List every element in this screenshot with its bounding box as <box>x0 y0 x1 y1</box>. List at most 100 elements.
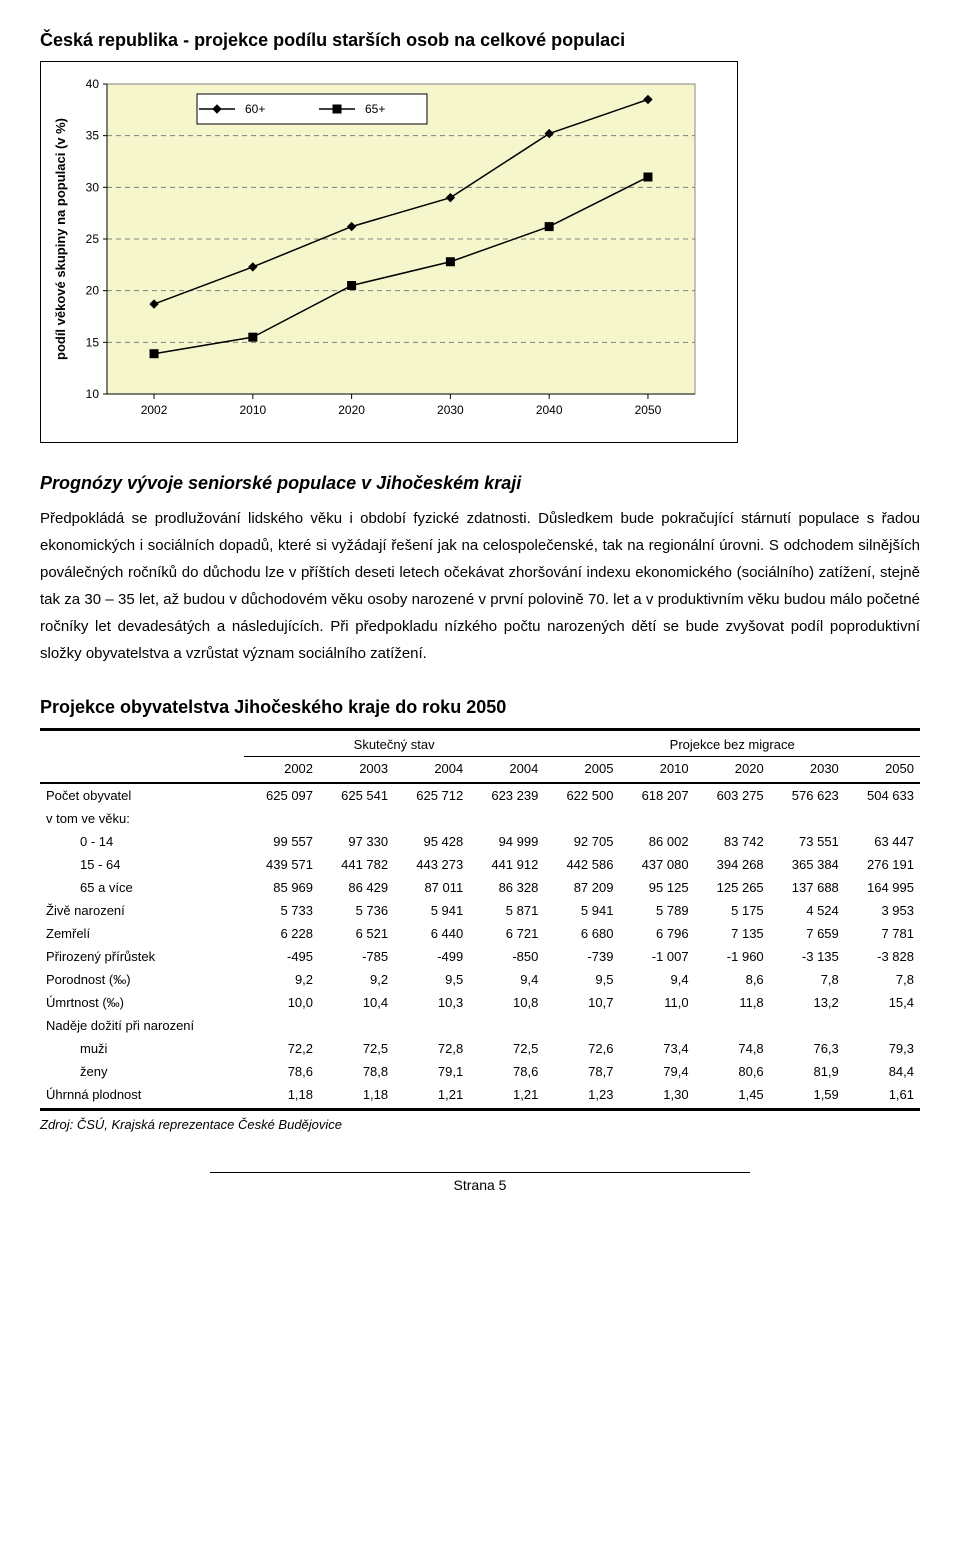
table-cell <box>695 807 770 830</box>
table-cell: 99 557 <box>244 830 319 853</box>
prose-paragraph-1: Předpokládá se prodlužování lidského věk… <box>40 505 920 667</box>
table-cell: 9,2 <box>319 968 394 991</box>
table-cell: 85 969 <box>244 876 319 899</box>
table-cell: 83 742 <box>695 830 770 853</box>
table-cell: 11,8 <box>695 991 770 1014</box>
table-cell: 13,2 <box>770 991 845 1014</box>
page-footer: Strana 5 <box>210 1172 750 1193</box>
table-cell: 78,7 <box>544 1060 619 1083</box>
table-cell: 1,23 <box>544 1083 619 1110</box>
table-cell: 1,21 <box>394 1083 469 1110</box>
table-cell: -1 007 <box>619 945 694 968</box>
svg-text:2030: 2030 <box>437 403 464 417</box>
table-year-header: 2020 <box>695 757 770 784</box>
row-label: 15 - 64 <box>40 853 244 876</box>
table-cell: 72,8 <box>394 1037 469 1060</box>
table-cell <box>319 807 394 830</box>
svg-text:25: 25 <box>86 232 100 246</box>
table-cell: 73,4 <box>619 1037 694 1060</box>
table-cell: 439 571 <box>244 853 319 876</box>
projection-chart: 10152025303540200220102020203020402050po… <box>49 70 713 430</box>
table-cell: 9,2 <box>244 968 319 991</box>
table-cell: 7,8 <box>845 968 920 991</box>
svg-text:15: 15 <box>86 335 100 349</box>
svg-text:2040: 2040 <box>536 403 563 417</box>
table-row: 15 - 64439 571441 782443 273441 912442 5… <box>40 853 920 876</box>
table-row: 65 a více85 96986 42987 01186 32887 2099… <box>40 876 920 899</box>
chart-title: Česká republika - projekce podílu starší… <box>40 30 920 51</box>
table-cell: 5 789 <box>619 899 694 922</box>
table-cell: 442 586 <box>544 853 619 876</box>
table-group-header: Skutečný stav <box>244 730 544 757</box>
table-cell: 7 781 <box>845 922 920 945</box>
table-cell: 72,5 <box>469 1037 544 1060</box>
table-cell: 5 736 <box>319 899 394 922</box>
row-label: Porodnost (‰) <box>40 968 244 991</box>
row-label: Přirozený přírůstek <box>40 945 244 968</box>
table-cell: 441 782 <box>319 853 394 876</box>
table-cell: -785 <box>319 945 394 968</box>
table-row: Přirozený přírůstek-495-785-499-850-739-… <box>40 945 920 968</box>
table-cell: 276 191 <box>845 853 920 876</box>
table-cell <box>695 1014 770 1037</box>
svg-text:65+: 65+ <box>365 102 385 116</box>
table-cell: 78,6 <box>244 1060 319 1083</box>
table-cell: 87 011 <box>394 876 469 899</box>
table-cell: 95 428 <box>394 830 469 853</box>
table-cell: 6 521 <box>319 922 394 945</box>
table-cell <box>770 807 845 830</box>
table-cell: 7,8 <box>770 968 845 991</box>
table-cell: 365 384 <box>770 853 845 876</box>
table-cell: 1,21 <box>469 1083 544 1110</box>
table-cell <box>619 807 694 830</box>
table-title: Projekce obyvatelstva Jihočeského kraje … <box>40 697 920 718</box>
table-cell: 9,5 <box>544 968 619 991</box>
table-cell: 73 551 <box>770 830 845 853</box>
prose-subtitle: Prognózy vývoje seniorské populace v Jih… <box>40 467 920 499</box>
table-cell: 86 429 <box>319 876 394 899</box>
table-cell: 9,4 <box>619 968 694 991</box>
table-cell: 618 207 <box>619 783 694 807</box>
table-cell: 76,3 <box>770 1037 845 1060</box>
table-cell: 9,5 <box>394 968 469 991</box>
table-cell: 623 239 <box>469 783 544 807</box>
table-cell: -499 <box>394 945 469 968</box>
table-cell: 6 680 <box>544 922 619 945</box>
table-cell: 80,6 <box>695 1060 770 1083</box>
table-cell: -3 135 <box>770 945 845 968</box>
row-label: v tom ve věku: <box>40 807 244 830</box>
table-year-header: 2010 <box>619 757 694 784</box>
table-cell: 5 175 <box>695 899 770 922</box>
table-cell <box>544 807 619 830</box>
table-cell: 8,6 <box>695 968 770 991</box>
table-cell: 5 941 <box>394 899 469 922</box>
table-cell: 6 228 <box>244 922 319 945</box>
table-cell: 1,61 <box>845 1083 920 1110</box>
table-cell <box>619 1014 694 1037</box>
table-cell <box>544 1014 619 1037</box>
table-cell: 164 995 <box>845 876 920 899</box>
table-cell <box>244 807 319 830</box>
table-group-header <box>40 730 244 757</box>
svg-text:2010: 2010 <box>239 403 266 417</box>
table-cell <box>845 1014 920 1037</box>
table-cell: 6 440 <box>394 922 469 945</box>
table-cell: 6 721 <box>469 922 544 945</box>
table-cell: -495 <box>244 945 319 968</box>
table-row: muži72,272,572,872,572,673,474,876,379,3 <box>40 1037 920 1060</box>
table-year-header: 2003 <box>319 757 394 784</box>
table-cell: 137 688 <box>770 876 845 899</box>
table-row: Živě narození5 7335 7365 9415 8715 9415 … <box>40 899 920 922</box>
table-source: Zdroj: ČSÚ, Krajská reprezentace České B… <box>40 1117 920 1132</box>
table-cell: 6 796 <box>619 922 694 945</box>
table-cell: 72,6 <box>544 1037 619 1060</box>
table-cell: 72,2 <box>244 1037 319 1060</box>
svg-text:30: 30 <box>86 180 100 194</box>
svg-text:podíl věkové skupiny na popula: podíl věkové skupiny na populaci (v %) <box>53 118 68 360</box>
table-cell: 95 125 <box>619 876 694 899</box>
table-cell: 5 941 <box>544 899 619 922</box>
prose-block: Prognózy vývoje seniorské populace v Jih… <box>40 467 920 667</box>
table-cell: 10,3 <box>394 991 469 1014</box>
table-cell: 94 999 <box>469 830 544 853</box>
table-cell: 10,0 <box>244 991 319 1014</box>
